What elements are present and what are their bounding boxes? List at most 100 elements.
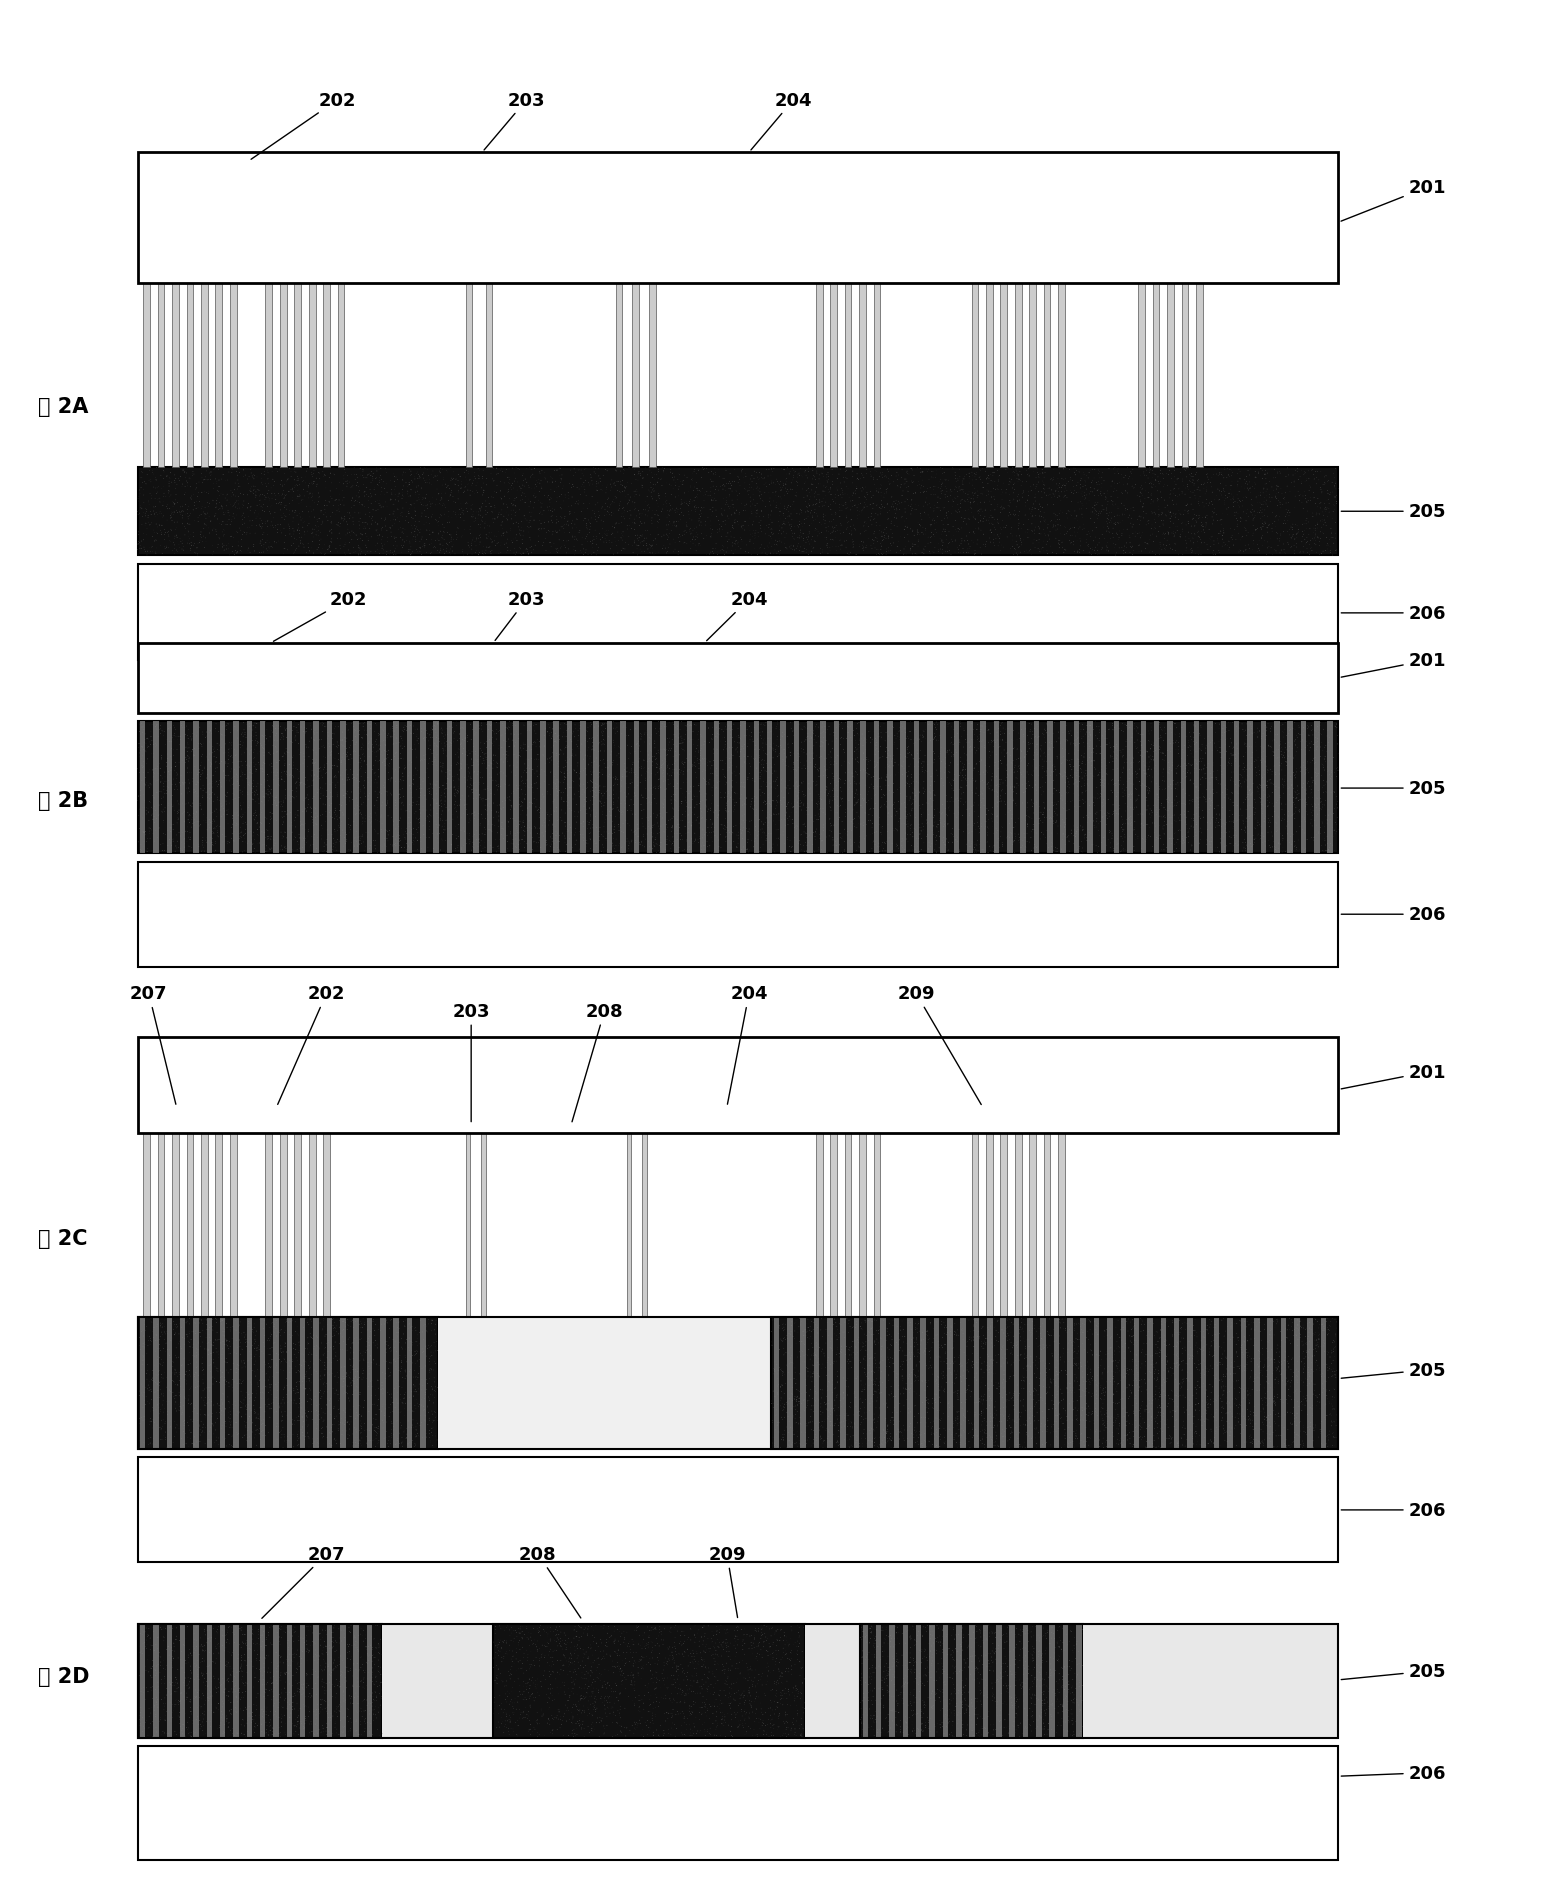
Point	[850, 1622, 875, 1652]
Point	[1261, 1346, 1286, 1376]
Point	[571, 745, 596, 775]
Point	[1210, 1332, 1235, 1363]
Point	[1297, 1408, 1322, 1438]
Point	[169, 1395, 194, 1425]
Point	[958, 1698, 983, 1728]
Point	[1135, 809, 1160, 839]
Point	[876, 465, 901, 495]
Point	[920, 1694, 945, 1724]
Point	[814, 755, 839, 785]
Point	[396, 762, 421, 792]
Point	[818, 1412, 844, 1442]
Point	[280, 1692, 305, 1722]
Point	[931, 1361, 956, 1391]
Point	[332, 743, 357, 774]
Point	[1282, 1408, 1307, 1438]
Point	[607, 770, 632, 800]
Point	[1297, 1393, 1322, 1423]
Point	[829, 1334, 854, 1364]
Point	[668, 1699, 693, 1730]
Point	[1088, 740, 1113, 770]
Point	[787, 1711, 812, 1741]
Point	[978, 1383, 1003, 1413]
Point	[834, 717, 859, 747]
Point	[1268, 538, 1293, 568]
Point	[363, 1634, 388, 1664]
Point	[1013, 822, 1038, 853]
Point	[426, 821, 451, 851]
Bar	[853, 1317, 859, 1449]
Point	[997, 809, 1022, 839]
Point	[720, 1669, 745, 1699]
Point	[779, 1428, 804, 1459]
Point	[895, 1720, 920, 1750]
Point	[588, 837, 613, 868]
Point	[750, 1699, 775, 1730]
Point	[554, 708, 579, 738]
Point	[1094, 1314, 1119, 1344]
Point	[1114, 1421, 1139, 1451]
Point	[1197, 1312, 1222, 1342]
Point	[728, 1688, 753, 1718]
Point	[1244, 482, 1269, 512]
Point	[241, 798, 266, 828]
Point	[1225, 1323, 1250, 1353]
Point	[213, 1408, 238, 1438]
Point	[1121, 519, 1146, 550]
Point	[266, 1622, 291, 1652]
Point	[429, 501, 454, 531]
Point	[495, 504, 520, 534]
Point	[1022, 1634, 1047, 1664]
Point	[715, 469, 740, 499]
Point	[299, 455, 324, 486]
Point	[981, 1304, 1006, 1334]
Point	[164, 1417, 189, 1447]
Point	[676, 1641, 701, 1671]
Point	[926, 1683, 952, 1713]
Point	[736, 1654, 761, 1684]
Point	[280, 755, 305, 785]
Point	[354, 1684, 379, 1715]
Point	[1006, 506, 1031, 536]
Point	[460, 502, 485, 533]
Point	[864, 499, 889, 529]
Point	[1177, 1344, 1202, 1374]
Point	[1085, 760, 1110, 790]
Point	[430, 491, 455, 521]
Point	[1174, 455, 1199, 486]
Point	[1066, 772, 1091, 802]
Point	[277, 1619, 302, 1649]
Point	[264, 1711, 290, 1741]
Point	[1294, 514, 1319, 544]
Point	[513, 1692, 538, 1722]
Point	[729, 457, 754, 487]
Point	[1186, 484, 1211, 514]
Point	[529, 1667, 554, 1698]
Point	[218, 521, 243, 551]
Point	[1183, 512, 1208, 542]
Point	[332, 1658, 357, 1688]
Point	[995, 1348, 1020, 1378]
Point	[552, 798, 577, 828]
Point	[887, 523, 912, 553]
Point	[706, 717, 731, 747]
Point	[664, 1699, 689, 1730]
Point	[1002, 1329, 1027, 1359]
Point	[321, 1628, 346, 1658]
Point	[174, 1357, 199, 1387]
Point	[480, 1698, 505, 1728]
Point	[574, 726, 599, 757]
Point	[1286, 461, 1311, 491]
Point	[141, 1317, 166, 1348]
Point	[402, 501, 427, 531]
Point	[761, 1628, 786, 1658]
Point	[1180, 465, 1205, 495]
Point	[656, 497, 681, 527]
Point	[368, 461, 393, 491]
Point	[966, 836, 991, 866]
Point	[1085, 1376, 1110, 1406]
Point	[552, 1626, 577, 1656]
Point	[725, 1698, 750, 1728]
Point	[620, 826, 645, 856]
Point	[404, 525, 429, 555]
